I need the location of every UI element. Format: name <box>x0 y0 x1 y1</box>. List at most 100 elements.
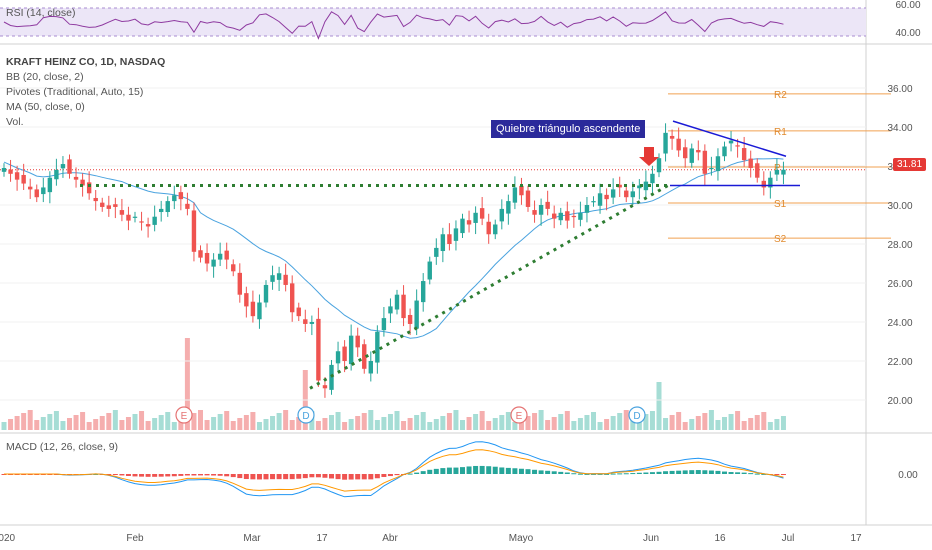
ma50-line <box>3 157 784 339</box>
macd-histogram-bar <box>597 473 603 475</box>
candle-body <box>335 351 341 364</box>
candle-body <box>381 318 387 331</box>
candle-body <box>283 274 288 285</box>
volume-bar <box>342 422 348 430</box>
candle-body <box>761 180 766 188</box>
candle-body <box>211 259 216 267</box>
triangle-break-annotation[interactable]: Quiebre triángulo ascendente <box>491 120 646 138</box>
macd-histogram-bar <box>774 474 780 475</box>
volume-bar <box>211 417 217 430</box>
macd-histogram-bar <box>433 468 439 474</box>
candle-body <box>270 275 275 282</box>
macd-histogram-bar <box>663 471 669 474</box>
candle-body <box>73 176 79 180</box>
candle-body <box>440 234 446 252</box>
macd-histogram-bar <box>198 474 203 476</box>
candle-body <box>702 150 708 174</box>
candle-body <box>100 202 105 207</box>
macd-histogram-bar <box>591 473 596 475</box>
macd-histogram-bar <box>440 468 446 474</box>
macd-line <box>4 441 784 498</box>
macd-histogram-bar <box>545 470 551 474</box>
volume-bar <box>604 419 610 430</box>
candle-body <box>132 216 138 218</box>
candle-body <box>80 179 85 186</box>
macd-histogram-bar <box>329 474 334 479</box>
macd-histogram-bar <box>237 474 243 479</box>
macd-tick-label: 0.00 <box>898 470 918 481</box>
macd-histogram-bar <box>204 474 210 476</box>
rsi-legend[interactable]: RSI (14, close) <box>6 7 76 19</box>
volume-bar <box>414 415 420 430</box>
volume-bar <box>387 414 393 430</box>
macd-histogram-bar <box>761 473 767 475</box>
candle-body <box>663 132 668 154</box>
macd-histogram-bar <box>780 474 786 476</box>
candle-body <box>368 361 373 374</box>
candle-body <box>538 205 544 215</box>
volume-bar <box>145 421 151 430</box>
last-price-badge: 31.81 <box>893 158 927 171</box>
indicator-bb[interactable]: BB (20, close, 2) <box>6 71 84 83</box>
candle-body <box>34 189 39 198</box>
candle-body <box>650 173 655 184</box>
volume-bar <box>780 416 786 430</box>
candle-body <box>637 185 642 189</box>
time-tick-label: 17 <box>316 533 328 544</box>
candle-body <box>309 322 315 324</box>
macd-histogram-bar <box>636 472 642 474</box>
volume-bar <box>14 416 20 430</box>
volume-bar <box>761 412 767 430</box>
volume-bar <box>433 419 439 430</box>
macd-histogram-bar <box>322 474 328 478</box>
volume-bar <box>53 411 59 430</box>
candle-body <box>178 192 184 200</box>
volume-bar <box>315 421 321 430</box>
candle-body <box>1 167 7 172</box>
event-marker-e <box>510 406 528 424</box>
macd-histogram-bar <box>112 474 118 475</box>
candle-body <box>525 190 531 207</box>
macd-histogram-bar <box>532 469 538 474</box>
macd-histogram-bar <box>656 471 662 474</box>
candle-body <box>224 250 229 260</box>
candle-body <box>237 272 242 295</box>
macd-histogram-bar <box>263 474 269 480</box>
candle-body <box>715 156 721 172</box>
candle-body <box>466 220 472 225</box>
macd-histogram-bar <box>479 465 485 474</box>
time-tick-label: Abr <box>382 533 398 544</box>
candle-body <box>290 283 295 313</box>
break-arrow-icon <box>639 147 659 166</box>
volume-bar <box>322 418 328 430</box>
candle-body <box>506 201 511 214</box>
volume-bar <box>34 420 40 430</box>
candle-body <box>774 169 780 175</box>
event-marker-label: E <box>516 411 523 422</box>
volume-bar <box>401 421 407 430</box>
volume-bar <box>512 422 518 430</box>
macd-histogram-bar <box>289 474 295 480</box>
candle-body <box>558 212 563 221</box>
macd-legend[interactable]: MACD (12, 26, close, 9) <box>6 441 119 453</box>
volume-bar <box>774 419 780 430</box>
volume-bar <box>112 410 118 430</box>
macd-histogram-bar <box>453 467 459 474</box>
time-tick-label: 16 <box>714 533 726 544</box>
candle-body <box>119 210 125 215</box>
time-tick-label: Feb <box>126 533 144 544</box>
indicator-pivots[interactable]: Pivotes (Traditional, Auto, 15) <box>6 86 144 98</box>
indicator-ma[interactable]: MA (50, close, 0) <box>6 101 85 113</box>
candle-body <box>388 306 393 314</box>
volume-bar <box>8 419 14 430</box>
candle-body <box>342 346 347 361</box>
candle-body <box>113 204 118 207</box>
macd-histogram-bar <box>754 473 760 475</box>
candle-body <box>421 281 426 303</box>
candle-body <box>473 212 478 223</box>
indicator-volume[interactable]: Vol. <box>6 116 24 128</box>
volume-bar <box>466 417 472 430</box>
macd-histogram-bar <box>93 473 99 475</box>
macd-histogram-bar <box>708 470 714 474</box>
symbol-title: KRAFT HEINZ CO, 1D, NASDAQ <box>6 56 166 68</box>
